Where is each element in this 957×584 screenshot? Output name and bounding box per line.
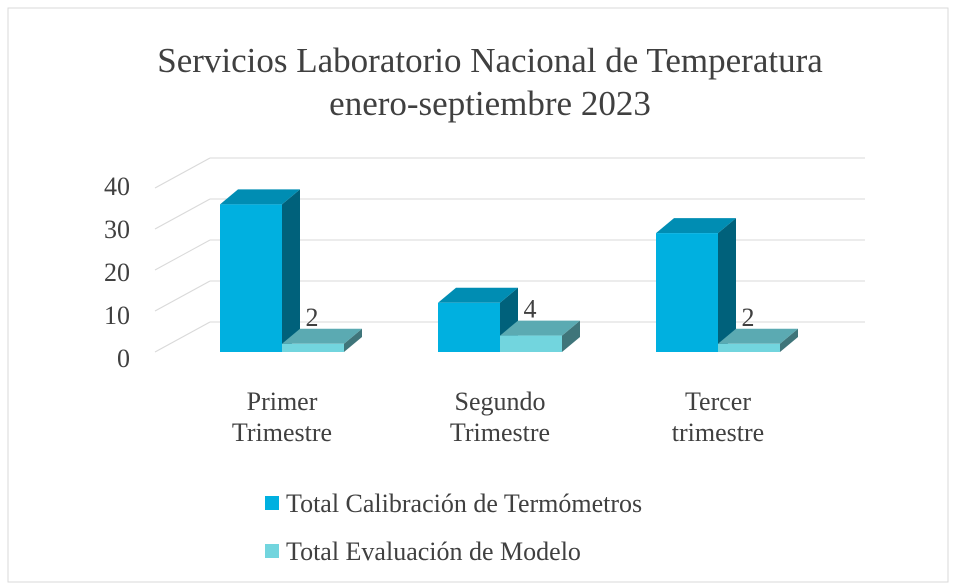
bar [500, 335, 562, 352]
bar-side [344, 328, 362, 352]
y-tick-label: 20 [104, 258, 130, 287]
x-tick-label: Segundo Trimestre [449, 387, 551, 447]
y-tick-label: 0 [117, 344, 130, 373]
bar [282, 343, 344, 352]
bar [718, 343, 780, 352]
bar [220, 204, 282, 352]
bar-top [500, 320, 580, 336]
x-tick-label: Tercer trimestre [671, 387, 765, 447]
chart-title: Servicios Laboratorio Nacional de Temper… [157, 41, 823, 80]
y-tick-label: 10 [104, 301, 130, 330]
legend-label: Total Calibración de Termómetros [286, 489, 642, 518]
bar-side [562, 320, 580, 352]
bar-side [780, 328, 798, 352]
data-label: 4 [524, 295, 537, 324]
grid-line [154, 321, 211, 353]
bar [656, 233, 718, 352]
bar-top [220, 189, 300, 205]
grid-line [154, 239, 211, 271]
bar-side [718, 218, 736, 352]
y-tick-label: 40 [104, 172, 130, 201]
legend-swatch [265, 544, 279, 558]
grid-line [154, 157, 211, 189]
x-tick-label: Primer Trimestre [231, 387, 333, 447]
bar [438, 302, 500, 352]
bar-top [282, 328, 362, 344]
bar-top [718, 328, 798, 344]
y-tick-label: 30 [104, 215, 130, 244]
data-label: 2 [742, 303, 755, 332]
bar-side [282, 189, 300, 352]
legend-label: Total Evaluación de Modelo [286, 537, 581, 566]
chart-subtitle: enero-septiembre 2023 [329, 84, 651, 123]
bar-top [438, 287, 518, 303]
grid-line [154, 198, 211, 230]
legend-swatch [265, 496, 279, 510]
grid-line [154, 280, 211, 312]
data-label: 2 [306, 303, 319, 332]
bar-top [656, 218, 736, 234]
